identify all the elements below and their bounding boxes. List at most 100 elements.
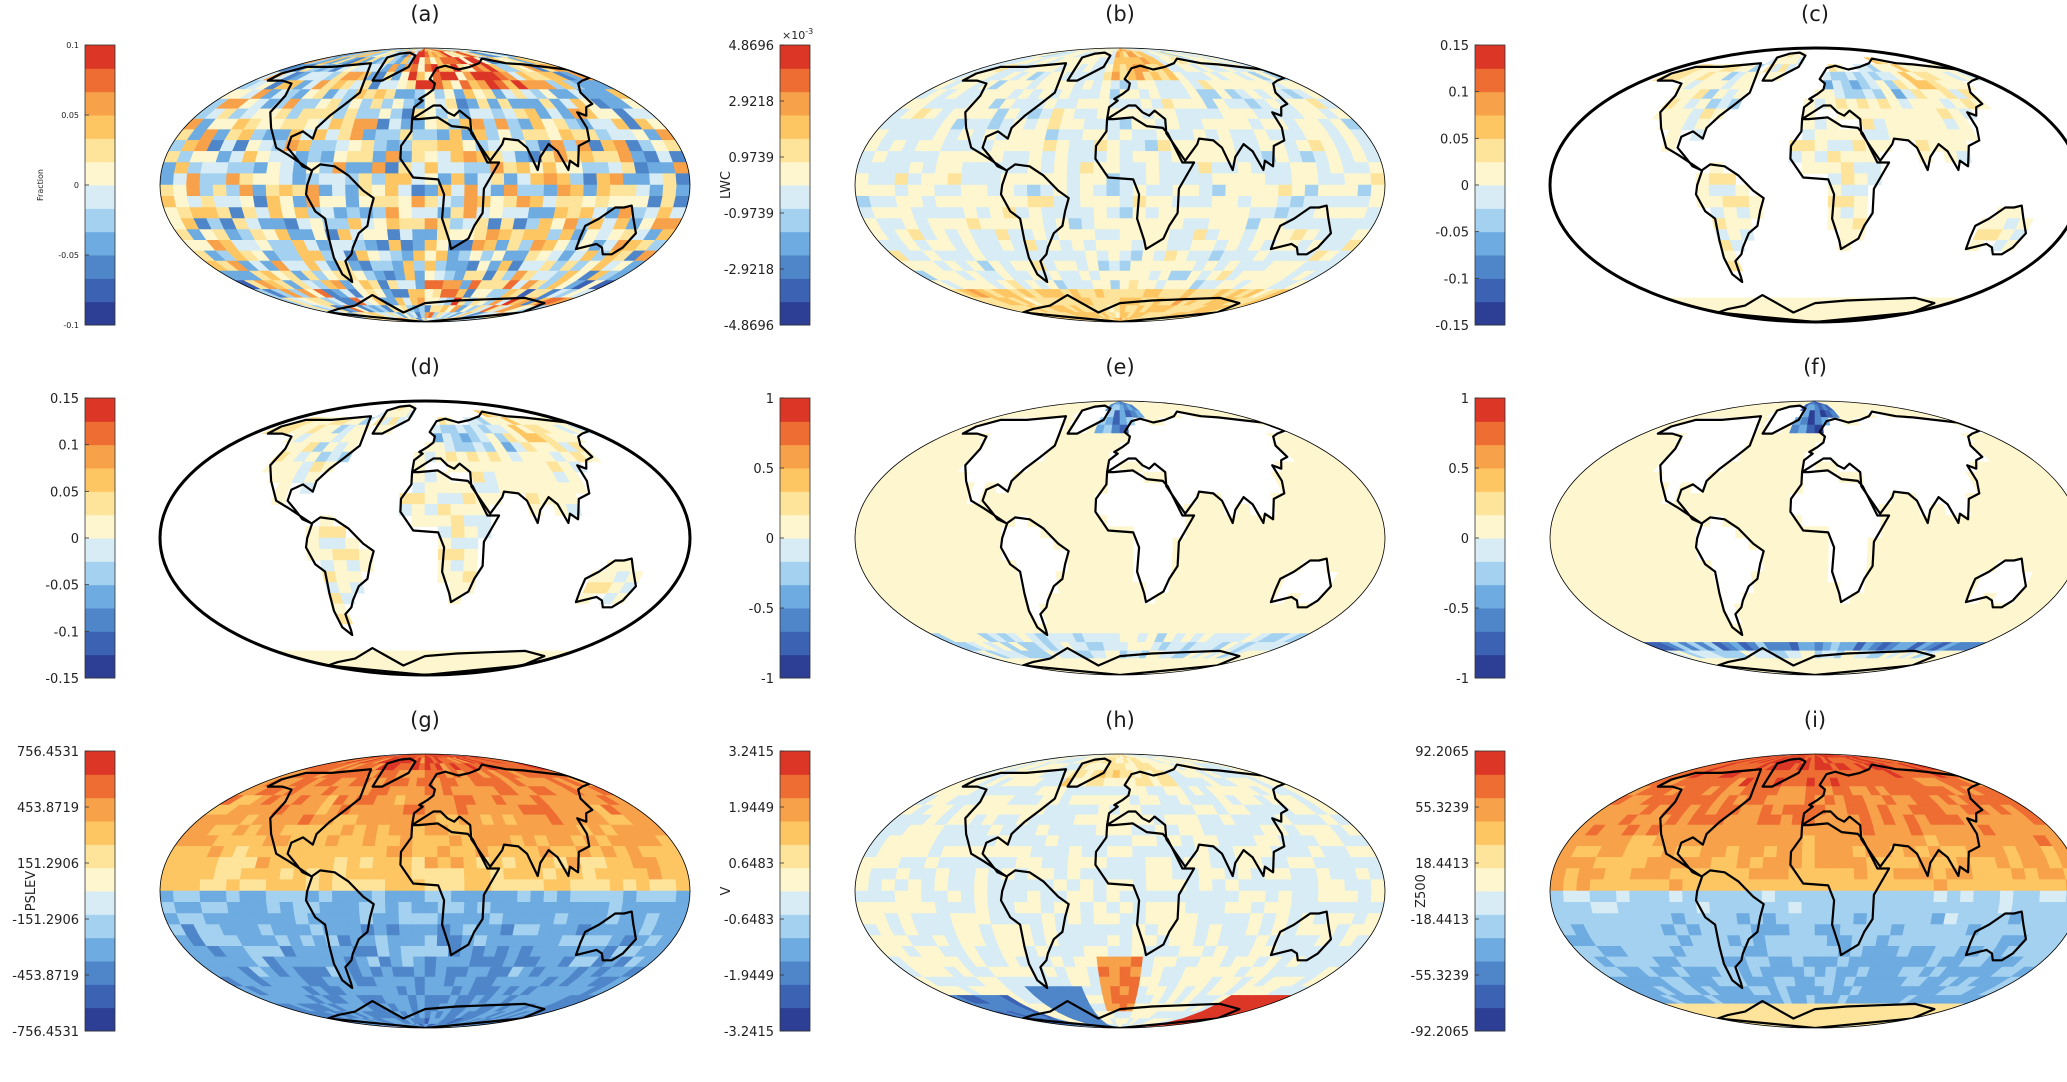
grid-cell bbox=[1735, 196, 1750, 208]
grid-cell bbox=[1602, 526, 1618, 539]
grid-cell bbox=[1289, 196, 1306, 208]
grid-cell bbox=[437, 207, 452, 219]
grid-cell bbox=[1119, 129, 1133, 141]
grid-cell bbox=[1110, 433, 1121, 443]
grid-cell bbox=[1576, 537, 1591, 550]
grid-cell bbox=[920, 184, 936, 197]
colorbar-segment bbox=[780, 491, 810, 516]
grid-cell bbox=[411, 162, 426, 174]
colorbar-tick-label: -1 bbox=[761, 672, 774, 687]
grid-cell bbox=[389, 108, 404, 120]
grid-cell bbox=[362, 229, 377, 241]
grid-cell bbox=[1754, 471, 1769, 483]
colorbar-tick-label: -0.1 bbox=[1444, 272, 1469, 287]
grid-cell bbox=[894, 173, 910, 186]
grid-cell bbox=[1603, 549, 1620, 561]
grid-cell bbox=[934, 526, 949, 539]
grid-cell bbox=[974, 162, 990, 174]
grid-cell bbox=[1763, 493, 1778, 505]
grid-cell bbox=[1108, 260, 1121, 272]
grid-cell bbox=[292, 173, 307, 186]
colorbar-segment bbox=[1475, 278, 1505, 303]
grid-cell bbox=[1054, 504, 1069, 516]
grid-cell bbox=[398, 173, 413, 186]
grid-cell bbox=[378, 250, 393, 262]
grid-cell bbox=[974, 549, 990, 561]
grid-cell bbox=[318, 184, 333, 197]
grid-cell bbox=[1889, 571, 1906, 583]
grid-cell bbox=[437, 560, 452, 572]
grid-cell bbox=[1113, 410, 1121, 418]
grid-cell bbox=[1119, 582, 1133, 594]
colorbar-segment bbox=[1475, 91, 1505, 116]
grid-cell bbox=[2010, 515, 2027, 527]
grid-cell bbox=[1699, 571, 1716, 583]
grid-cell bbox=[1721, 173, 1737, 186]
grid-cell bbox=[186, 162, 204, 174]
grid-cell bbox=[1112, 417, 1121, 426]
grid-cell bbox=[1080, 515, 1095, 527]
colorbar-segment bbox=[1475, 584, 1505, 609]
coastline bbox=[1269, 557, 1333, 609]
colorbar-segment bbox=[85, 398, 115, 422]
grid-cell bbox=[437, 515, 452, 527]
grid-cell bbox=[1079, 537, 1094, 550]
grid-cell bbox=[1108, 250, 1121, 262]
grid-cell bbox=[1059, 240, 1074, 252]
grid-cell bbox=[596, 173, 611, 186]
grid-cell bbox=[450, 549, 465, 561]
grid-cell bbox=[867, 184, 883, 197]
grid-cell bbox=[1302, 196, 1319, 208]
grid-cell bbox=[1225, 537, 1240, 550]
colorbar-segment bbox=[780, 468, 810, 492]
colorbar-segment bbox=[85, 301, 115, 326]
grid-cell bbox=[1083, 471, 1098, 483]
grid-cell bbox=[1840, 162, 1855, 174]
grid-cell bbox=[649, 173, 664, 186]
grid-cell bbox=[1722, 196, 1737, 208]
grid-cell bbox=[1100, 80, 1112, 90]
colorbar-tick-label: -0.5 bbox=[1444, 602, 1469, 617]
grid-cell bbox=[404, 270, 416, 281]
grid-cell bbox=[1891, 504, 1907, 516]
coastlines bbox=[1656, 51, 2028, 322]
grid-cell bbox=[1777, 482, 1792, 494]
coastline bbox=[1094, 116, 1196, 251]
grid-cell bbox=[1198, 549, 1213, 561]
grid-cell bbox=[1141, 603, 1156, 615]
grid-cell bbox=[1841, 184, 1856, 197]
grid-cell bbox=[1291, 184, 1306, 197]
grid-cell bbox=[1143, 129, 1158, 141]
grid-cell bbox=[1802, 118, 1816, 130]
grid-cell bbox=[1027, 196, 1042, 208]
grid-cell bbox=[424, 482, 438, 494]
grid-cell bbox=[1251, 537, 1267, 550]
grid-cell bbox=[1562, 526, 1578, 539]
grid-cell bbox=[160, 184, 175, 197]
grid-cell bbox=[1225, 526, 1240, 539]
grid-cell bbox=[596, 184, 611, 197]
grid-cell bbox=[1196, 504, 1212, 516]
grid-cell bbox=[1801, 140, 1816, 152]
grid-cell bbox=[1119, 633, 1130, 643]
grid-cell bbox=[449, 218, 464, 230]
grid-cell bbox=[424, 504, 439, 516]
grid-cell bbox=[1946, 537, 1962, 550]
coastline bbox=[399, 469, 501, 604]
grid-cell bbox=[424, 140, 439, 152]
grid-cell bbox=[1788, 526, 1803, 539]
grid-cell bbox=[1615, 537, 1631, 550]
grid-cell bbox=[1224, 196, 1240, 208]
grid-cell bbox=[1119, 289, 1129, 299]
grid-cell bbox=[1106, 549, 1121, 561]
grid-cell bbox=[1775, 549, 1790, 561]
chart-panel: (a) 0.1 0.05 0 -0.05 -0.1 Fraction bbox=[25, 0, 691, 353]
grid-cell bbox=[1082, 129, 1097, 141]
colorbar-tick-label: 0.15 bbox=[50, 392, 79, 407]
grid-cell bbox=[1724, 218, 1741, 230]
grid-cell bbox=[607, 196, 624, 208]
grid-cell bbox=[1853, 162, 1869, 174]
grid-cell bbox=[1029, 218, 1046, 230]
grid-cell bbox=[635, 184, 651, 197]
grid-cell bbox=[1129, 89, 1141, 100]
